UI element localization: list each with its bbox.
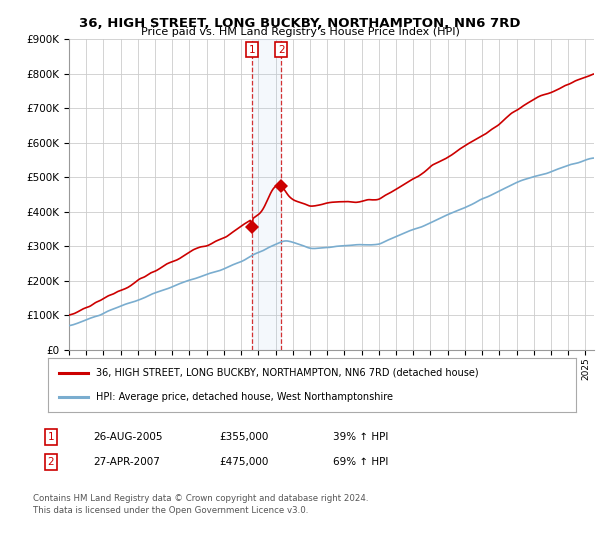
Text: 1: 1 [249,45,256,54]
Text: 39% ↑ HPI: 39% ↑ HPI [333,432,388,442]
Text: 2: 2 [47,457,55,467]
Text: Contains HM Land Registry data © Crown copyright and database right 2024.
This d: Contains HM Land Registry data © Crown c… [33,494,368,515]
Text: 27-APR-2007: 27-APR-2007 [93,457,160,467]
Text: 1: 1 [47,432,55,442]
Text: 2: 2 [278,45,284,54]
Bar [252,39,281,350]
Text: £355,000: £355,000 [219,432,268,442]
Text: 69% ↑ HPI: 69% ↑ HPI [333,457,388,467]
Text: Price paid vs. HM Land Registry's House Price Index (HPI): Price paid vs. HM Land Registry's House … [140,27,460,37]
Text: HPI: Average price, detached house, West Northamptonshire: HPI: Average price, detached house, West… [95,392,392,402]
Text: £475,000: £475,000 [219,457,268,467]
Text: 26-AUG-2005: 26-AUG-2005 [93,432,163,442]
Text: 36, HIGH STREET, LONG BUCKBY, NORTHAMPTON, NN6 7RD (detached house): 36, HIGH STREET, LONG BUCKBY, NORTHAMPTO… [95,368,478,378]
Text: 36, HIGH STREET, LONG BUCKBY, NORTHAMPTON, NN6 7RD: 36, HIGH STREET, LONG BUCKBY, NORTHAMPTO… [79,17,521,30]
